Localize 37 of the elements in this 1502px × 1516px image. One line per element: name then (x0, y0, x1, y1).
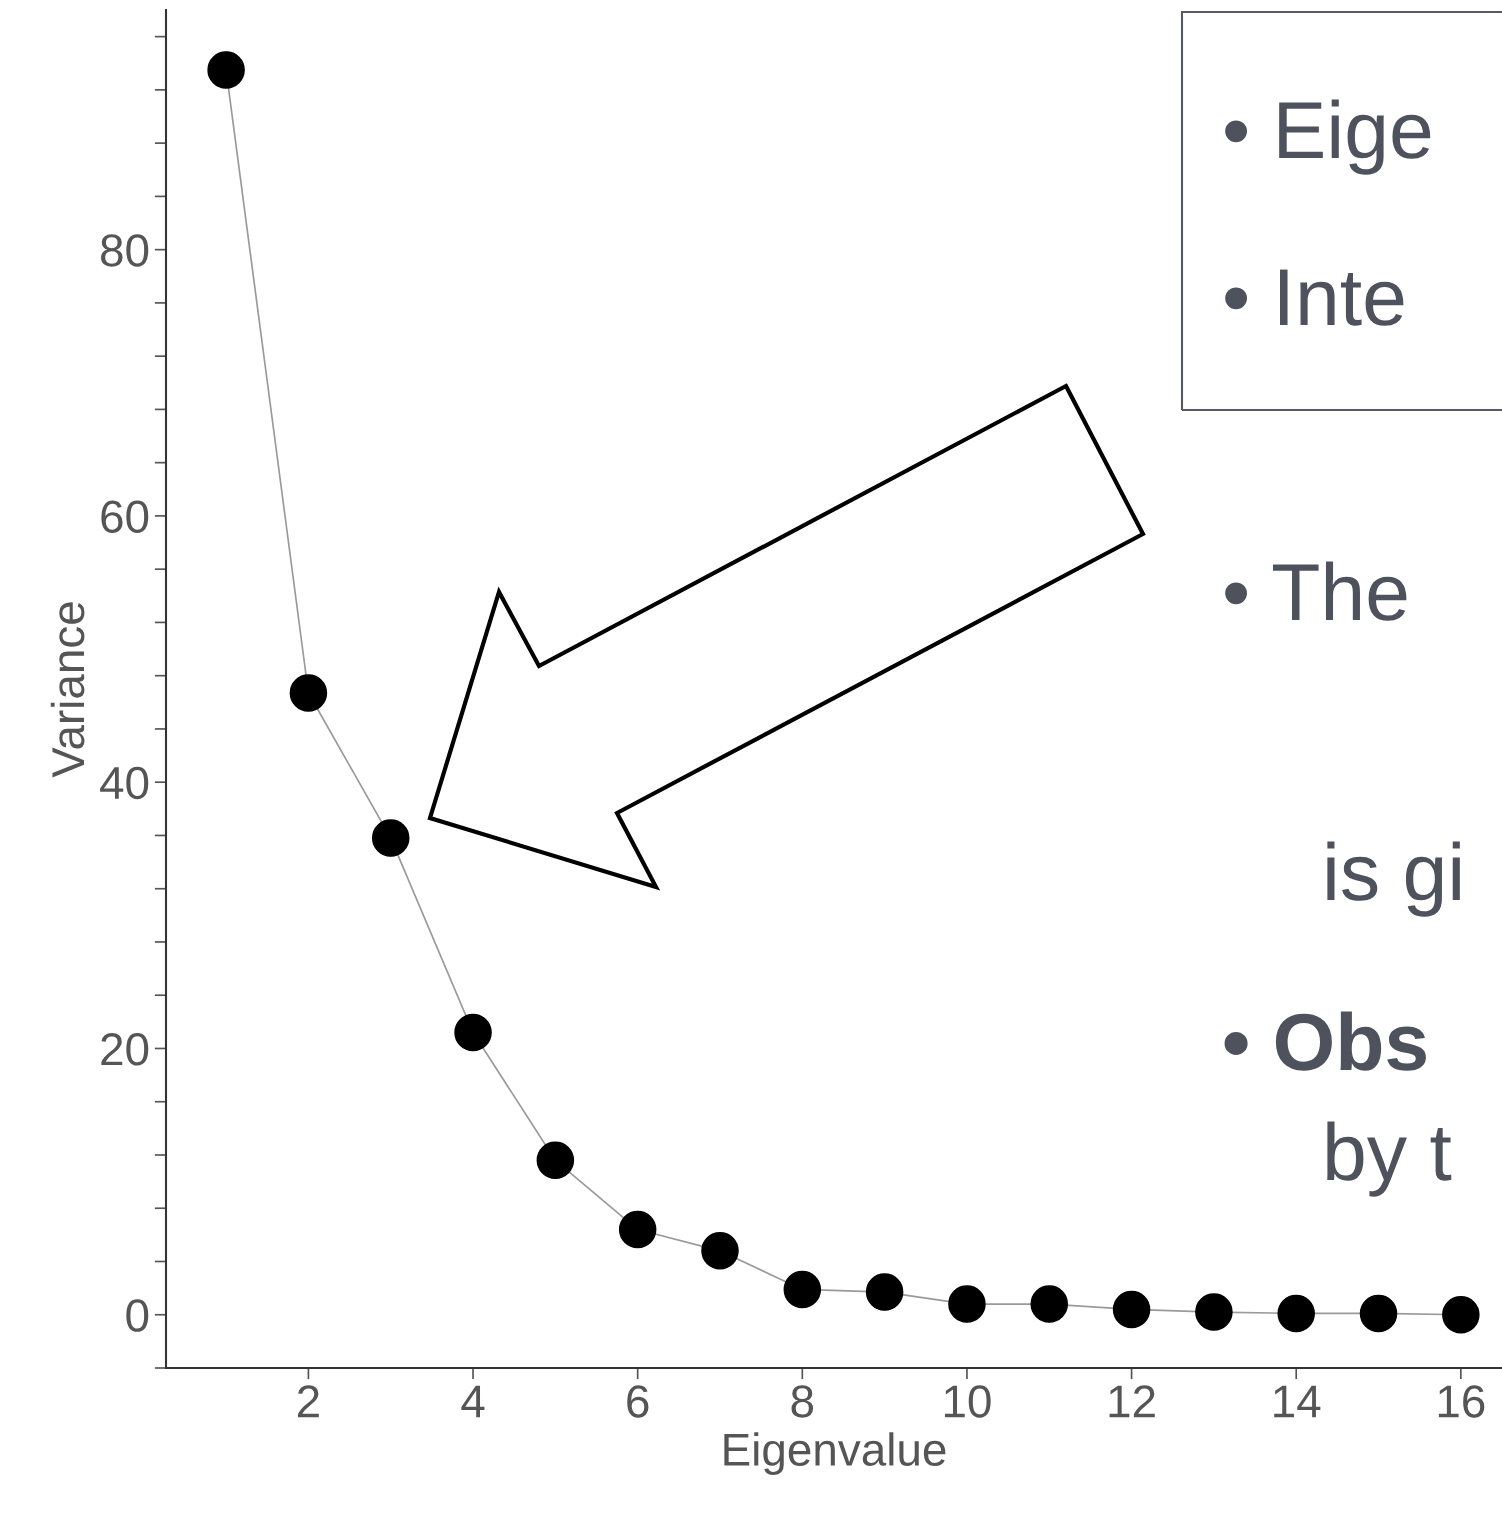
point (371, 819, 410, 857)
annotation: • Eige (1225, 99, 1431, 175)
annotation: • The (1225, 561, 1407, 621)
point (1442, 1295, 1480, 1334)
x-tick-label: 2 (297, 1385, 319, 1418)
point (289, 674, 328, 712)
y-tick-label: 0 (126, 1299, 149, 1332)
x-axis-title: Eigenvalue (724, 1432, 946, 1475)
point (1112, 1290, 1151, 1329)
y-tick-label: 80 (101, 234, 149, 267)
point (207, 51, 245, 89)
point (948, 1285, 986, 1323)
point (783, 1270, 822, 1309)
point (865, 1273, 904, 1311)
point (454, 1013, 492, 1052)
point (1030, 1285, 1069, 1323)
point (1277, 1294, 1315, 1333)
point (1359, 1294, 1398, 1333)
y-tick-label: 40 (100, 766, 149, 800)
x-tick-label: 10 (944, 1385, 991, 1418)
point (618, 1210, 657, 1249)
x-tick-label: 4 (461, 1385, 485, 1418)
x-tick-label: 16 (1438, 1385, 1485, 1418)
x-tick-label: 12 (1109, 1385, 1155, 1418)
annotation: • Obs (1224, 1011, 1426, 1071)
annotation: is gi (1327, 841, 1460, 917)
y-axis-title: Variance (50, 602, 85, 778)
y-tick-label: 20 (101, 1033, 149, 1066)
point (1195, 1293, 1233, 1331)
annotation: • Inte (1225, 269, 1404, 326)
x-tick-label: 6 (627, 1385, 649, 1418)
annotation: by t (1327, 1121, 1452, 1197)
point (536, 1141, 575, 1180)
y-tick-label: 60 (101, 500, 149, 533)
point (701, 1232, 739, 1270)
x-tick-label: 14 (1274, 1385, 1321, 1418)
x-tick-label: 8 (791, 1385, 814, 1418)
